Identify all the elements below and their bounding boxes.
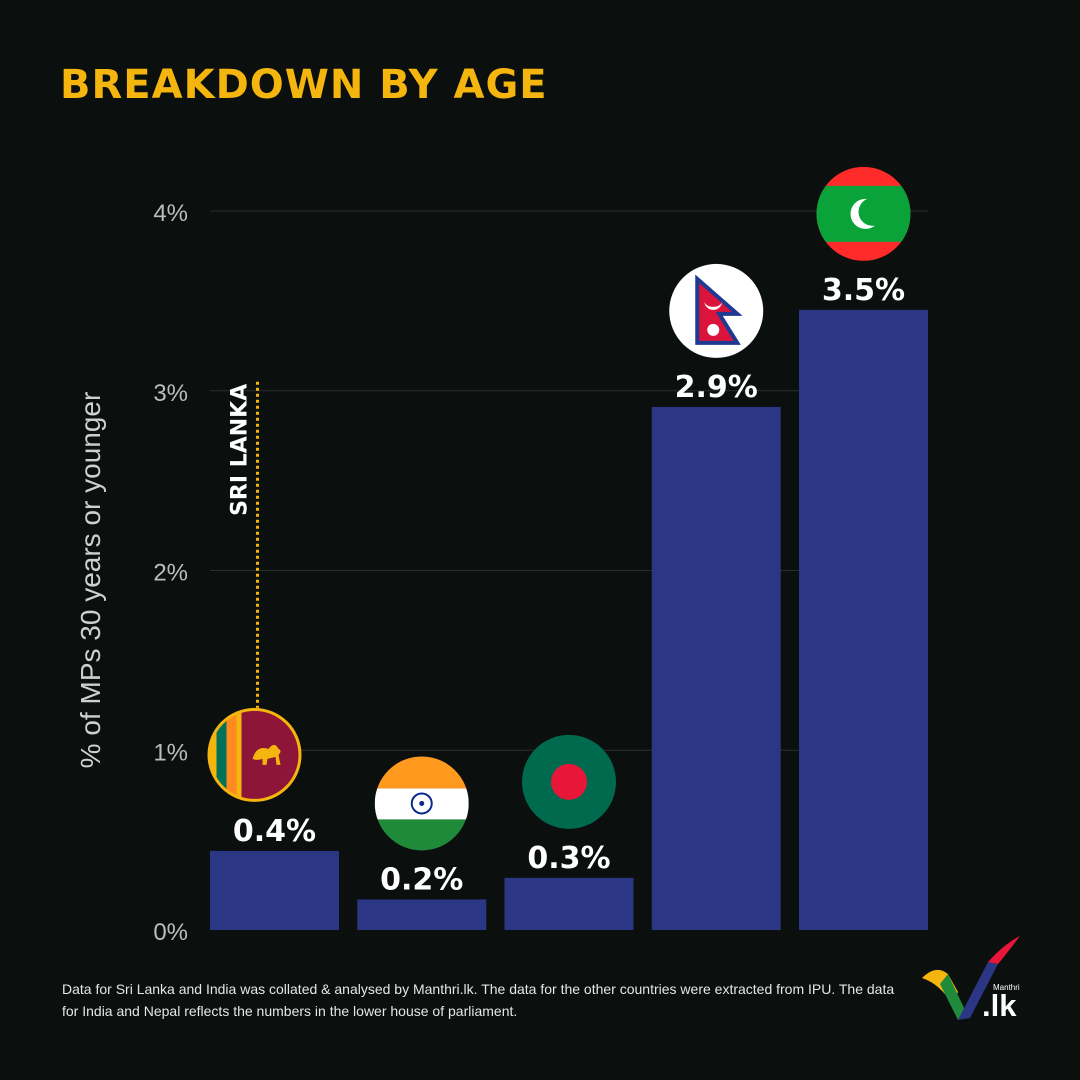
bar-maldives xyxy=(799,309,928,930)
y-tick-label: 1% xyxy=(153,739,188,766)
bar-bangladesh xyxy=(504,877,634,930)
annotation-label: SRI LANKA xyxy=(228,384,253,516)
y-tick-label: 4% xyxy=(153,200,188,227)
data-label: 2.9% xyxy=(675,370,758,405)
bar-nepal xyxy=(651,406,781,930)
maldives-flag-icon xyxy=(816,166,911,261)
manthri-logo-icon xyxy=(922,936,1020,1020)
y-axis-label: % of MPs 30 years or younger xyxy=(75,392,106,769)
data-label: 0.4% xyxy=(233,814,316,849)
data-label: 0.3% xyxy=(527,841,610,876)
logo-wordmark-small: Manthri xyxy=(993,983,1020,992)
sri-lanka-flag-icon xyxy=(207,707,302,802)
chart-title: BREAKDOWN BY AGE xyxy=(60,62,548,108)
y-tick-label: 2% xyxy=(153,560,188,587)
y-tick-label: 3% xyxy=(153,380,188,407)
bangladesh-flag-icon xyxy=(522,734,616,829)
data-label: 0.2% xyxy=(380,862,463,897)
india-flag-icon xyxy=(374,756,469,851)
logo-wordmark: .lk xyxy=(982,988,1017,1023)
bar-sri-lanka xyxy=(210,850,339,930)
bar-india xyxy=(357,899,487,930)
source-footnote: Data for Sri Lanka and India was collate… xyxy=(62,981,895,1019)
y-tick-label: 0% xyxy=(153,919,188,946)
nepal-flag-icon xyxy=(669,263,764,358)
data-label: 3.5% xyxy=(822,273,905,308)
